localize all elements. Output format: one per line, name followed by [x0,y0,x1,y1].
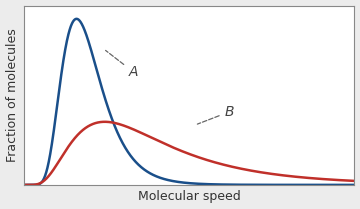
X-axis label: Molecular speed: Molecular speed [138,190,240,203]
Text: B: B [197,105,234,124]
Y-axis label: Fraction of molecules: Fraction of molecules [5,28,19,162]
Text: A: A [105,50,138,79]
